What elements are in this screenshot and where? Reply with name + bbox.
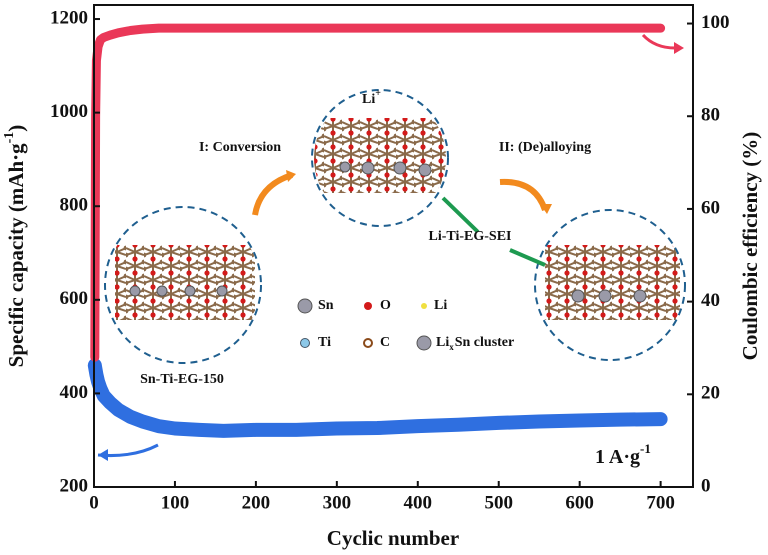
y-tick-label: 1000 bbox=[50, 101, 88, 122]
x-axis-label: Cyclic number bbox=[327, 526, 459, 550]
annotations: I: Conversion II: (De)alloying Li-Ti-EG-… bbox=[140, 88, 651, 467]
label: Sn-Ti-EG-150 bbox=[140, 372, 224, 387]
arrow-head bbox=[540, 204, 552, 214]
x-tick-label: 600 bbox=[565, 492, 594, 513]
legend-label: Li bbox=[434, 298, 447, 313]
legend-label: Sn bbox=[318, 298, 334, 313]
legend-label: O bbox=[380, 298, 391, 313]
x-tick-label: 400 bbox=[404, 492, 433, 513]
label-text: Sn cluster bbox=[455, 335, 515, 350]
x-tick-label: 100 bbox=[161, 492, 190, 513]
legend-symbols bbox=[297, 298, 432, 351]
pointer bbox=[441, 196, 546, 267]
arrow-head bbox=[286, 170, 296, 182]
label-sup: + bbox=[375, 88, 381, 99]
y-axis-label: Specific capacity (mAh·g-1) bbox=[2, 125, 28, 368]
x-tick-label: 700 bbox=[646, 492, 675, 513]
lattice bbox=[314, 118, 446, 193]
y-tick-label: 1200 bbox=[50, 7, 88, 28]
label-text: 1 A·g bbox=[595, 446, 640, 468]
y2-tick-label: 100 bbox=[701, 12, 730, 33]
y2-axis-label: Coulombic efficiency (%) bbox=[738, 132, 762, 361]
x-tick-label: 200 bbox=[242, 492, 271, 513]
y2-tick-label: 0 bbox=[701, 475, 711, 496]
label-sub: x bbox=[449, 342, 454, 352]
label: Li-Ti-EG-SEI bbox=[429, 229, 512, 244]
label-sup: -1 bbox=[2, 132, 17, 144]
arrow bbox=[499, 178, 548, 212]
plot-frame bbox=[93, 4, 694, 488]
plot-area bbox=[87, 23, 668, 438]
legend-label: Ti bbox=[318, 335, 331, 350]
x-tick-label: 500 bbox=[484, 492, 513, 513]
label-text: Li bbox=[362, 92, 375, 107]
y-tick-label: 600 bbox=[60, 288, 89, 309]
label: Li+ bbox=[362, 88, 381, 107]
data-line bbox=[90, 23, 666, 362]
y2-tick-label: 60 bbox=[701, 197, 720, 218]
x-tick-label: 300 bbox=[323, 492, 352, 513]
axis-arrow bbox=[641, 33, 676, 50]
label-text: Specific capacity (mAh·g bbox=[4, 143, 28, 367]
label-text: ) bbox=[4, 125, 28, 132]
data-line bbox=[87, 358, 668, 438]
y2-tick-label: 40 bbox=[701, 290, 720, 311]
legend-label: LixSn cluster bbox=[436, 335, 514, 352]
y2-tick-label: 20 bbox=[701, 383, 720, 404]
arrow bbox=[252, 172, 293, 216]
y-tick-label: 200 bbox=[60, 475, 89, 496]
legend-label: C bbox=[380, 335, 390, 350]
x-tick-label: 0 bbox=[89, 492, 99, 513]
label-sup: -1 bbox=[640, 441, 651, 456]
y-tick-label: 400 bbox=[60, 382, 89, 403]
lattice bbox=[545, 245, 680, 320]
axis-arrow-head bbox=[98, 449, 108, 461]
atoms bbox=[129, 161, 647, 303]
insets bbox=[97, 33, 686, 461]
y2-tick-label: 80 bbox=[701, 105, 720, 126]
label-text: Li bbox=[436, 335, 449, 350]
label: I: Conversion bbox=[199, 140, 281, 155]
axis-arrow-head bbox=[674, 42, 684, 54]
label: II: (De)alloying bbox=[499, 140, 591, 155]
y-tick-label: 800 bbox=[60, 195, 89, 216]
label: 1 A·g-1 bbox=[595, 441, 651, 468]
lattice bbox=[115, 245, 255, 320]
